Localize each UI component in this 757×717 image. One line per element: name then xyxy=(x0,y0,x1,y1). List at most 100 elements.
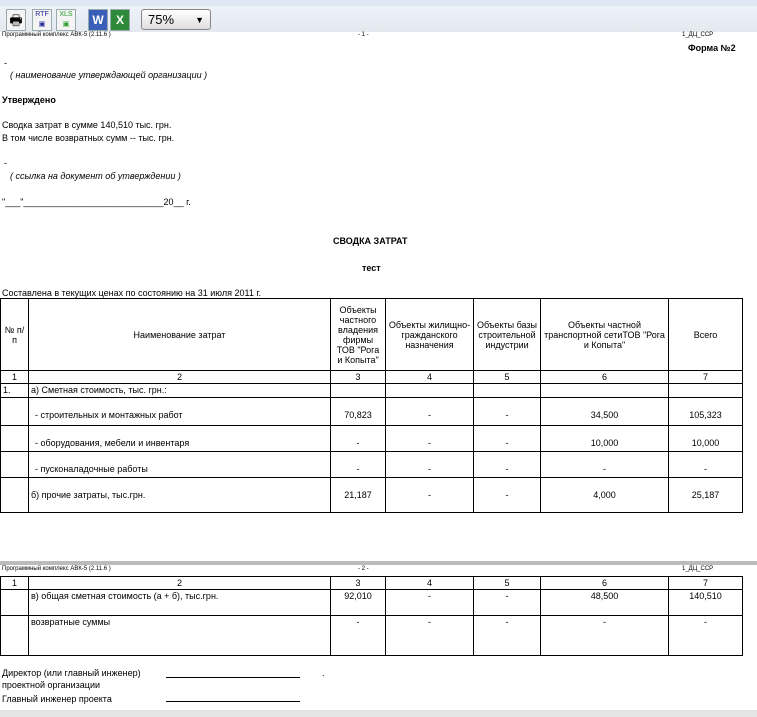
table-cell xyxy=(0,397,29,426)
table-cell: - xyxy=(385,451,474,478)
director-label: Директор (или главный инженер) xyxy=(2,668,141,678)
column-header: Объекты частного владения фирмы ТОВ "Рог… xyxy=(330,298,386,371)
column-number: 7 xyxy=(668,370,743,384)
column-number: 6 xyxy=(540,576,669,590)
column-number: 5 xyxy=(473,370,541,384)
save-xls-button[interactable]: XLS ▣ xyxy=(56,9,76,31)
column-number: 3 xyxy=(330,370,386,384)
column-number: 5 xyxy=(473,576,541,590)
page-number: - 1 - xyxy=(358,32,369,38)
dot: . xyxy=(322,668,325,678)
table-cell: - xyxy=(473,477,541,513)
excel-icon[interactable]: X xyxy=(110,9,130,31)
table-cell: 105,323 xyxy=(668,397,743,426)
table-cell: - xyxy=(473,397,541,426)
table-cell: - xyxy=(473,451,541,478)
table-cell: - оборудования, мебели и инвентаря xyxy=(28,425,331,452)
table-cell: 48,500 xyxy=(540,589,669,616)
column-header: Объекты базы строительной индустрии xyxy=(473,298,541,371)
table-cell: 4,000 xyxy=(540,477,669,513)
column-number: 1 xyxy=(0,370,29,384)
table-cell: - xyxy=(385,589,474,616)
table-cell xyxy=(668,383,743,398)
column-header: Объекты частной транспортной сетиТОВ "Ро… xyxy=(540,298,669,371)
org-dash: - xyxy=(4,58,7,68)
column-header: № п/п xyxy=(0,298,29,371)
table-cell xyxy=(0,451,29,478)
column-number: 3 xyxy=(330,576,386,590)
table-cell: - пусконаладочные работы xyxy=(28,451,331,478)
table-cell: б) прочие затраты, тыс.грн. xyxy=(28,477,331,513)
table-cell: - xyxy=(330,615,386,656)
toolbar: 🖶 RTF ▣ XLS ▣ W X 75% ▼ xyxy=(0,0,757,32)
table-cell: 25,187 xyxy=(668,477,743,513)
table-cell: 92,010 xyxy=(330,589,386,616)
save-rtf-button[interactable]: RTF ▣ xyxy=(32,9,52,31)
chevron-down-icon: ▼ xyxy=(195,15,204,25)
table-cell: - xyxy=(473,589,541,616)
program-name: Программный комплекс АВК-5 (2.11.6 ) xyxy=(2,32,111,38)
printer-icon[interactable]: 🖶 xyxy=(6,9,26,31)
column-number: 6 xyxy=(540,370,669,384)
document-subtitle: тест xyxy=(362,263,381,273)
page-break xyxy=(0,561,757,565)
program-name: Программный комплекс АВК-5 (2.11.6 ) xyxy=(2,566,111,572)
table-row: 1. а) Сметная стоимость, тыс. грн.: xyxy=(0,383,743,398)
doc-caption: ( ссылка на документ об утверждении ) xyxy=(10,171,181,181)
table-cell: 70,823 xyxy=(330,397,386,426)
column-number: 1 xyxy=(0,576,29,590)
table-row: б) прочие затраты, тыс.грн. 21,187- -4,000… xyxy=(0,477,743,513)
sum-line: Сводка затрат в сумме 140,510 тыс. грн. xyxy=(2,120,172,130)
composed-line: Составлена в текущих ценах по состоянию … xyxy=(2,288,262,298)
xls-label: XLS xyxy=(59,11,73,18)
column-number: 2 xyxy=(28,370,331,384)
doc-code: 1_ДЦ_ССР xyxy=(682,32,714,38)
cost-table: № п/п Наименование затрат Объекты частного… xyxy=(0,298,743,513)
table-cell: возвратные суммы xyxy=(28,615,331,656)
table-cell xyxy=(0,615,29,656)
document-title: СВОДКА ЗАТРАТ xyxy=(333,236,408,246)
table-row: возвратные суммы - - - - - xyxy=(0,615,743,656)
chief-engineer-label: Главный инженер проекта xyxy=(2,694,112,704)
form-number: Форма №2 xyxy=(688,43,736,53)
column-number: 4 xyxy=(385,576,474,590)
table-cell: - xyxy=(473,425,541,452)
table-cell xyxy=(0,477,29,513)
table-cell: - xyxy=(330,425,386,452)
zoom-select[interactable]: 75% ▼ xyxy=(141,9,211,30)
table-cell xyxy=(330,383,386,398)
doc-code: 1_ДЦ_ССР xyxy=(682,566,714,572)
table-cell xyxy=(540,383,669,398)
table-cell xyxy=(0,589,29,616)
word-icon[interactable]: W xyxy=(88,9,108,31)
table-row: - строительных и монтажных работ 70,823- -… xyxy=(0,397,743,426)
table-cell: 1. xyxy=(0,383,29,398)
table-row: в) общая сметная стоимость (а + б), тыс.… xyxy=(0,589,743,616)
status-bar xyxy=(0,710,757,717)
table-cell xyxy=(385,383,474,398)
table-cell: - xyxy=(668,615,743,656)
approved-label: Утверждено xyxy=(2,95,56,105)
director-signature-line xyxy=(166,677,300,678)
table-cell: - xyxy=(668,451,743,478)
table-cell: 10,000 xyxy=(668,425,743,452)
table-row: - пусконаладочные работы - - - - - xyxy=(0,451,743,478)
table-cell: - строительных и монтажных работ xyxy=(28,397,331,426)
table-cell: 21,187 xyxy=(330,477,386,513)
table-cell: а) Сметная стоимость, тыс. грн.: xyxy=(28,383,331,398)
table-cell: - xyxy=(473,615,541,656)
table-cell: в) общая сметная стоимость (а + б), тыс.… xyxy=(28,589,331,616)
table-cell: - xyxy=(540,615,669,656)
doc-dash: - xyxy=(4,158,7,168)
rtf-label: RTF xyxy=(35,11,49,18)
table-cell: 10,000 xyxy=(540,425,669,452)
page-number: - 2 - xyxy=(358,566,369,572)
org-caption: ( наименование утверждающей организации … xyxy=(10,70,208,80)
table-cell: 140,510 xyxy=(668,589,743,616)
column-number: 2 xyxy=(28,576,331,590)
table-cell xyxy=(473,383,541,398)
table-cell: - xyxy=(385,425,474,452)
chief-signature-line xyxy=(166,701,300,702)
table-cell: - xyxy=(330,451,386,478)
column-number: 7 xyxy=(668,576,743,590)
